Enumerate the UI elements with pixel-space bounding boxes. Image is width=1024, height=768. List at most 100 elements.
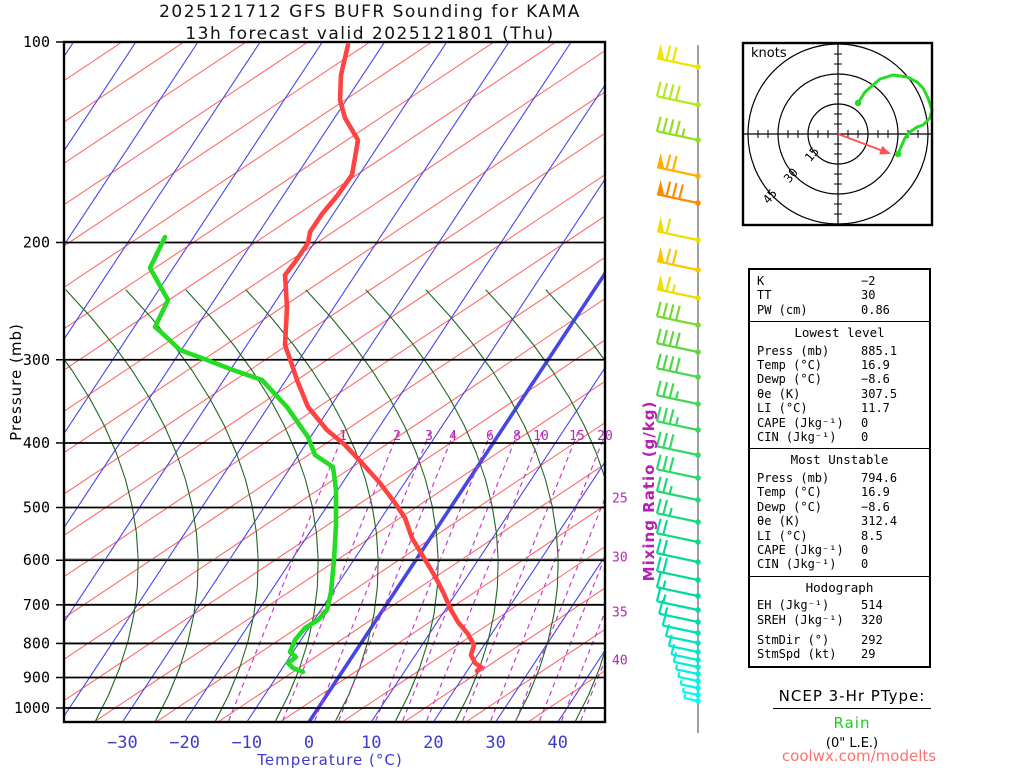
stats-section-title: Hodograph (805, 579, 874, 595)
svg-text:35: 35 (612, 606, 628, 621)
stats-row: θe (K) 312.4 (750, 514, 929, 528)
stats-row: SREH (Jkg⁻¹) 320 (750, 613, 929, 627)
dewpoint-curve (147, 234, 339, 675)
temperature-curve (282, 42, 484, 674)
svg-text:15: 15 (569, 429, 585, 444)
stats-row-value: 885.1 (861, 343, 898, 358)
stats-row-value: 0 (861, 557, 869, 572)
stats-section-title: Lowest level (794, 325, 885, 341)
svg-text:45: 45 (760, 186, 780, 206)
dry-adiabat-lines (64, 42, 605, 722)
storm-motion-arrow (879, 145, 891, 155)
svg-text:40: 40 (612, 654, 628, 669)
stats-row-label: SREH (Jkg⁻¹) (757, 612, 844, 627)
stats-box: K −2 TT 30 PW (cm) 0.86 Lowest level Press (mb)… (748, 268, 931, 668)
sounding-curves (147, 42, 484, 675)
stats-row-value: 0 (861, 430, 869, 445)
stats-row-value: 8.5 (861, 528, 883, 543)
svg-text:20: 20 (597, 429, 613, 444)
stats-row-label: Temp (°C) (757, 358, 823, 373)
svg-text:25: 25 (612, 492, 628, 507)
stats-row: LI (°C) 11.7 (750, 401, 929, 415)
stats-row: Dewp (°C) −8.6 (750, 372, 929, 386)
svg-text:1000: 1000 (14, 699, 50, 717)
mixing-ratio-axis-label: Mixing Ratio (g/kg) (640, 400, 658, 582)
svg-text:600: 600 (23, 551, 50, 569)
temperature-axis-label: Temperature (°C) (257, 751, 403, 768)
svg-text:900: 900 (23, 669, 50, 687)
watermark: coolwx.com/modelts (781, 747, 937, 765)
svg-text:700: 700 (23, 596, 50, 614)
stats-row: θe (K) 307.5 (750, 387, 929, 401)
stats-section: Most Unstable Press (mb) 794.6 Temp (°C) 16.… (750, 448, 929, 575)
svg-text:2: 2 (393, 429, 401, 444)
stats-row-value: −8.6 (861, 499, 890, 514)
svg-text:300: 300 (23, 351, 50, 369)
stats-row-label: θe (K) (757, 514, 801, 529)
svg-text:30: 30 (612, 551, 628, 566)
mixing-ratio-tick-labels: 1 2 3 4 6 8 10 15 20 25 30 35 40 (339, 429, 628, 669)
svg-text:4: 4 (449, 429, 457, 444)
title-line-1: 2025121712 GFS BUFR Sounding for KAMA (159, 2, 581, 22)
svg-text:30: 30 (781, 165, 801, 185)
ptype-block: NCEP 3-Hr PType: Rain (0" L.E.) (743, 686, 961, 751)
svg-text:10: 10 (361, 733, 381, 753)
stats-row-label: StmDir (°) (757, 632, 830, 647)
moist-adiabat-lines (64, 289, 605, 722)
page-title: 2025121712 GFS BUFR Sounding for KAMA 13… (30, 2, 710, 44)
stats-row: LI (°C) 8.5 (750, 529, 929, 543)
stats-row: PW (cm) 0.86 (750, 303, 929, 317)
stats-row-value: 292 (861, 632, 883, 647)
stats-row-value: 0 (861, 415, 869, 430)
svg-text:−30: −30 (107, 733, 138, 753)
svg-text:200: 200 (23, 233, 50, 251)
stats-row-label: Press (mb) (757, 343, 830, 358)
isotherm-lines (64, 42, 605, 722)
hodograph-trace (856, 73, 934, 156)
svg-text:6: 6 (486, 429, 494, 444)
svg-text:1: 1 (339, 429, 347, 444)
stats-row: CIN (Jkg⁻¹) 0 (750, 557, 929, 571)
svg-text:3: 3 (425, 429, 433, 444)
stats-row: Temp (°C) 16.9 (750, 485, 929, 499)
stats-row-value: −2 (861, 274, 876, 288)
stats-row-value: 312.4 (861, 514, 898, 529)
stats-row-value: 11.7 (861, 401, 890, 416)
pressure-axis-label: Pressure (mb) (7, 323, 25, 441)
stats-row-value: 0 (861, 542, 869, 557)
svg-text:−20: −20 (169, 733, 200, 753)
stats-row-label: CIN (Jkg⁻¹) (757, 557, 837, 572)
stats-row-label: LI (°C) (757, 528, 808, 543)
pressure-tick-labels: 100 200 300 400 500 600 700 800 900 1000 (14, 33, 50, 717)
hodograph-border (741, 41, 934, 227)
stats-section: Hodograph EH (Jkg⁻¹) 514 SREH (Jkg⁻¹) 320 Stm… (750, 575, 929, 666)
stats-row-label: Dewp (°C) (757, 372, 823, 387)
stats-row-value: 16.9 (861, 358, 890, 373)
stats-section: Lowest level Press (mb) 885.1 Temp (°C) 16.9… (750, 321, 929, 448)
stats-row-label: StmSpd (kt) (757, 647, 837, 662)
stats-row-value: 794.6 (861, 470, 898, 485)
svg-text:8: 8 (513, 429, 521, 444)
svg-text:100: 100 (23, 33, 50, 51)
svg-text:500: 500 (23, 499, 50, 517)
stats-section: K −2 TT 30 PW (cm) 0.86 (750, 270, 929, 321)
stats-row: Press (mb) 794.6 (750, 471, 929, 485)
stats-row: K −2 (750, 274, 929, 288)
stats-row-label: PW (cm) (757, 302, 808, 317)
stats-row-label: Press (mb) (757, 470, 830, 485)
stats-row-value: 320 (861, 612, 883, 627)
wind-barb-column (655, 43, 701, 733)
stats-row: TT 30 (750, 288, 929, 302)
svg-text:15: 15 (802, 144, 822, 164)
plot-border (62, 40, 607, 724)
stats-row-label: EH (Jkg⁻¹) (757, 598, 830, 613)
stats-row: Temp (°C) 16.9 (750, 358, 929, 372)
svg-text:400: 400 (23, 434, 50, 452)
stats-row-value: 29 (861, 647, 876, 662)
ptype-heading: NCEP 3-Hr PType: (772, 687, 932, 709)
stats-row: CIN (Jkg⁻¹) 0 (750, 430, 929, 444)
svg-text:30: 30 (485, 733, 505, 753)
